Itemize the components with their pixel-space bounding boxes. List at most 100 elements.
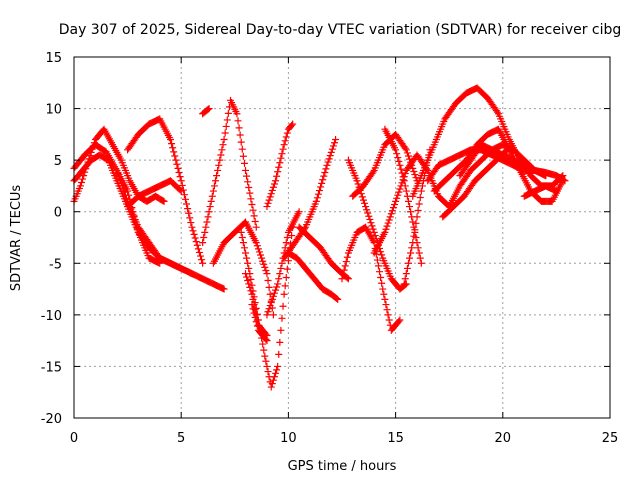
data-point bbox=[260, 346, 268, 354]
data-point bbox=[177, 177, 185, 185]
data-point bbox=[259, 340, 267, 348]
data-point bbox=[324, 158, 332, 166]
data-point bbox=[78, 178, 86, 186]
data-point bbox=[263, 270, 271, 278]
data-point bbox=[269, 311, 277, 319]
data-point bbox=[264, 199, 272, 207]
data-point bbox=[218, 146, 226, 154]
data-point bbox=[388, 207, 396, 215]
data-point bbox=[383, 222, 391, 230]
data-point bbox=[274, 280, 282, 288]
x-axis-label: GPS time / hours bbox=[288, 459, 397, 474]
y-tick-label: 0 bbox=[54, 206, 62, 221]
data-point bbox=[219, 141, 227, 149]
data-point bbox=[396, 316, 404, 324]
data-point bbox=[129, 208, 137, 216]
data-point bbox=[371, 232, 379, 240]
data-point bbox=[203, 218, 211, 226]
data-point bbox=[395, 317, 403, 325]
data-point bbox=[267, 298, 275, 306]
data-point bbox=[263, 337, 271, 345]
data-point bbox=[127, 199, 135, 207]
data-point bbox=[370, 228, 378, 236]
data-point bbox=[282, 239, 290, 247]
data-point bbox=[261, 263, 269, 271]
y-tick-label: 15 bbox=[45, 51, 62, 66]
data-point bbox=[222, 122, 230, 130]
data-point bbox=[204, 105, 212, 113]
data-point bbox=[409, 218, 417, 226]
data-point bbox=[217, 151, 225, 159]
data-point bbox=[314, 190, 322, 198]
data-point bbox=[191, 234, 199, 242]
data-point bbox=[210, 182, 218, 190]
data-point bbox=[186, 214, 194, 222]
data-point bbox=[177, 187, 185, 195]
data-point bbox=[259, 257, 267, 265]
data-point bbox=[391, 200, 399, 208]
data-point bbox=[170, 148, 178, 156]
data-point bbox=[187, 219, 195, 227]
data-point bbox=[243, 273, 251, 281]
data-point bbox=[401, 275, 409, 283]
data-point bbox=[249, 206, 257, 214]
data-point bbox=[266, 302, 274, 310]
data-point bbox=[272, 369, 280, 377]
data-point bbox=[389, 204, 397, 212]
data-point bbox=[174, 164, 182, 172]
data-point bbox=[249, 295, 257, 303]
data-point bbox=[393, 150, 401, 158]
data-point bbox=[190, 230, 198, 238]
data-point bbox=[246, 189, 254, 197]
data-point bbox=[383, 306, 391, 314]
data-point bbox=[386, 213, 394, 221]
data-point bbox=[238, 234, 246, 241]
data-point bbox=[289, 120, 297, 128]
data-point bbox=[401, 182, 409, 190]
data-point bbox=[392, 146, 400, 154]
data-point bbox=[276, 338, 284, 346]
series-track-29 bbox=[456, 141, 550, 180]
data-point bbox=[251, 313, 259, 321]
data-point bbox=[273, 283, 281, 291]
data-point bbox=[414, 244, 422, 252]
data-point bbox=[252, 318, 260, 326]
data-point bbox=[126, 195, 134, 203]
data-point bbox=[407, 249, 415, 257]
x-tick-labels: 0 5 10 15 20 25 bbox=[70, 431, 618, 446]
data-point bbox=[220, 285, 228, 293]
data-point bbox=[403, 149, 411, 157]
data-point bbox=[202, 223, 210, 231]
data-point bbox=[160, 197, 168, 205]
data-point bbox=[387, 210, 395, 218]
data-point bbox=[263, 362, 271, 370]
x-tick-label: 5 bbox=[177, 431, 185, 446]
data-point bbox=[159, 197, 167, 205]
data-point bbox=[395, 157, 403, 165]
data-point bbox=[169, 144, 177, 152]
data-point bbox=[363, 206, 371, 214]
data-point bbox=[384, 219, 392, 227]
data-point bbox=[245, 183, 253, 191]
series-track-18 bbox=[338, 223, 404, 334]
data-point bbox=[274, 362, 282, 370]
data-point bbox=[384, 311, 392, 319]
data-point bbox=[250, 309, 258, 317]
data-point bbox=[379, 285, 387, 293]
data-point bbox=[269, 376, 277, 384]
data-point bbox=[205, 105, 213, 113]
data-point bbox=[233, 110, 241, 118]
data-point bbox=[288, 121, 296, 129]
data-point bbox=[354, 180, 362, 188]
data-point bbox=[369, 168, 377, 176]
data-point bbox=[369, 225, 377, 233]
data-point bbox=[258, 254, 266, 262]
data-point bbox=[264, 308, 272, 316]
data-point bbox=[382, 225, 390, 233]
data-point bbox=[332, 136, 340, 144]
series-track-7 bbox=[199, 96, 260, 247]
series-track-12 bbox=[248, 301, 271, 345]
data-point bbox=[399, 173, 407, 181]
